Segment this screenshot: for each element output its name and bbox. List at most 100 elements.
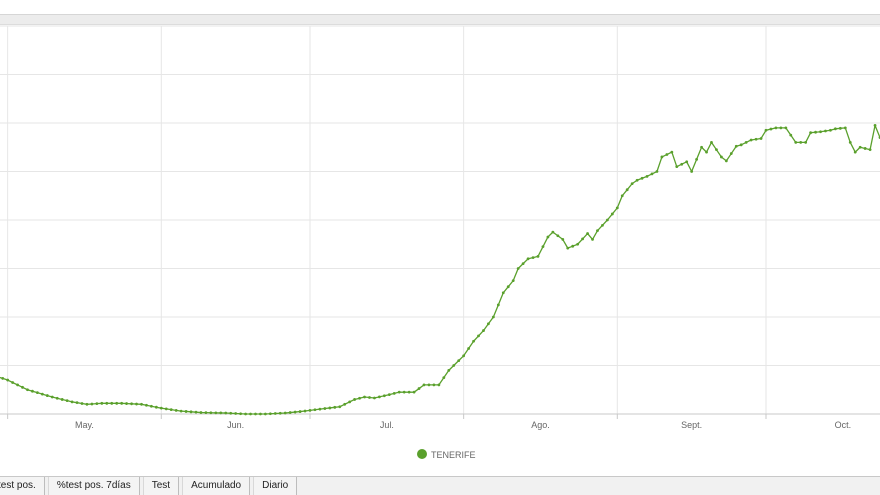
data-point[interactable]: [407, 390, 411, 394]
data-point[interactable]: [546, 235, 550, 239]
data-point[interactable]: [229, 411, 233, 415]
data-point[interactable]: [189, 410, 193, 414]
data-point[interactable]: [184, 410, 188, 413]
data-point[interactable]: [31, 389, 34, 393]
data-point[interactable]: [70, 400, 74, 404]
data-point[interactable]: [174, 408, 178, 412]
data-point[interactable]: [1, 377, 5, 380]
data-point[interactable]: [199, 411, 203, 414]
data-point[interactable]: [348, 400, 352, 404]
data-point[interactable]: [204, 411, 208, 415]
data-point[interactable]: [496, 303, 500, 307]
data-point[interactable]: [16, 383, 19, 387]
data-point[interactable]: [566, 246, 570, 250]
data-point[interactable]: [140, 402, 143, 406]
data-point[interactable]: [75, 401, 79, 405]
data-point[interactable]: [715, 148, 718, 152]
data-point[interactable]: [402, 390, 406, 394]
data-point[interactable]: [581, 237, 585, 241]
data-point[interactable]: [843, 126, 847, 130]
data-point[interactable]: [412, 390, 416, 394]
data-point[interactable]: [179, 409, 183, 413]
data-point[interactable]: [437, 383, 441, 387]
data-point[interactable]: [35, 391, 39, 395]
data-point[interactable]: [303, 409, 307, 413]
data-point[interactable]: [55, 396, 59, 400]
data-point[interactable]: [363, 395, 366, 399]
data-point[interactable]: [125, 402, 129, 405]
data-point[interactable]: [387, 393, 391, 396]
data-point[interactable]: [377, 395, 381, 399]
data-point[interactable]: [273, 412, 277, 415]
data-point[interactable]: [11, 381, 15, 384]
data-point[interactable]: [283, 411, 287, 415]
data-point[interactable]: [660, 155, 664, 159]
data-point[interactable]: [110, 401, 114, 405]
data-point[interactable]: [586, 232, 589, 235]
data-point[interactable]: [729, 152, 733, 155]
data-point[interactable]: [501, 291, 505, 295]
data-point[interactable]: [615, 206, 619, 210]
data-point[interactable]: [794, 141, 798, 144]
data-point[interactable]: [254, 412, 257, 416]
data-point[interactable]: [675, 165, 679, 169]
data-point[interactable]: [764, 128, 768, 132]
data-point[interactable]: [531, 256, 535, 259]
tab-pct-test-pos-7dias[interactable]: %test pos. 7días: [47, 477, 140, 495]
data-point[interactable]: [323, 407, 327, 410]
tab-test-pos[interactable]: test pos.: [0, 477, 45, 495]
data-point[interactable]: [605, 218, 609, 222]
data-point[interactable]: [422, 383, 426, 387]
data-point[interactable]: [452, 364, 456, 367]
data-point[interactable]: [853, 150, 857, 154]
data-point[interactable]: [858, 145, 862, 149]
data-point[interactable]: [814, 130, 817, 134]
data-point[interactable]: [670, 150, 674, 154]
data-point[interactable]: [630, 182, 634, 186]
data-point[interactable]: [467, 347, 471, 350]
data-point[interactable]: [576, 242, 580, 246]
data-point[interactable]: [442, 376, 446, 380]
data-point[interactable]: [700, 145, 703, 149]
data-point[interactable]: [506, 285, 510, 289]
data-point[interactable]: [6, 378, 10, 382]
data-point[interactable]: [224, 411, 228, 415]
data-point[interactable]: [462, 354, 466, 358]
data-point[interactable]: [313, 408, 317, 412]
data-point[interactable]: [819, 130, 822, 134]
data-point[interactable]: [90, 402, 94, 406]
data-point[interactable]: [343, 402, 347, 406]
data-point[interactable]: [45, 394, 49, 397]
data-point[interactable]: [263, 412, 267, 416]
data-point[interactable]: [328, 406, 332, 410]
data-point[interactable]: [640, 176, 644, 180]
data-point[interactable]: [278, 411, 282, 415]
data-point[interactable]: [635, 178, 639, 182]
data-point[interactable]: [779, 126, 783, 130]
data-point[interactable]: [120, 401, 124, 405]
data-point[interactable]: [159, 406, 163, 410]
data-point[interactable]: [353, 398, 357, 401]
data-point[interactable]: [724, 159, 728, 163]
data-point[interactable]: [447, 368, 451, 372]
data-point[interactable]: [526, 257, 530, 261]
data-point[interactable]: [541, 245, 545, 249]
data-point[interactable]: [373, 396, 376, 400]
data-point[interactable]: [65, 399, 69, 403]
data-point[interactable]: [868, 148, 872, 152]
data-point[interactable]: [298, 410, 302, 413]
data-point[interactable]: [308, 408, 312, 412]
data-point[interactable]: [516, 267, 520, 270]
data-point[interactable]: [620, 194, 624, 198]
data-point[interactable]: [154, 405, 158, 409]
data-point[interactable]: [318, 407, 322, 411]
data-point[interactable]: [744, 141, 748, 144]
data-point[interactable]: [809, 131, 813, 135]
data-point[interactable]: [50, 395, 54, 399]
data-point[interactable]: [164, 407, 168, 411]
data-point[interactable]: [873, 124, 877, 127]
data-point[interactable]: [650, 172, 654, 176]
data-point[interactable]: [135, 402, 138, 406]
data-point[interactable]: [601, 223, 604, 227]
data-point[interactable]: [333, 405, 337, 409]
